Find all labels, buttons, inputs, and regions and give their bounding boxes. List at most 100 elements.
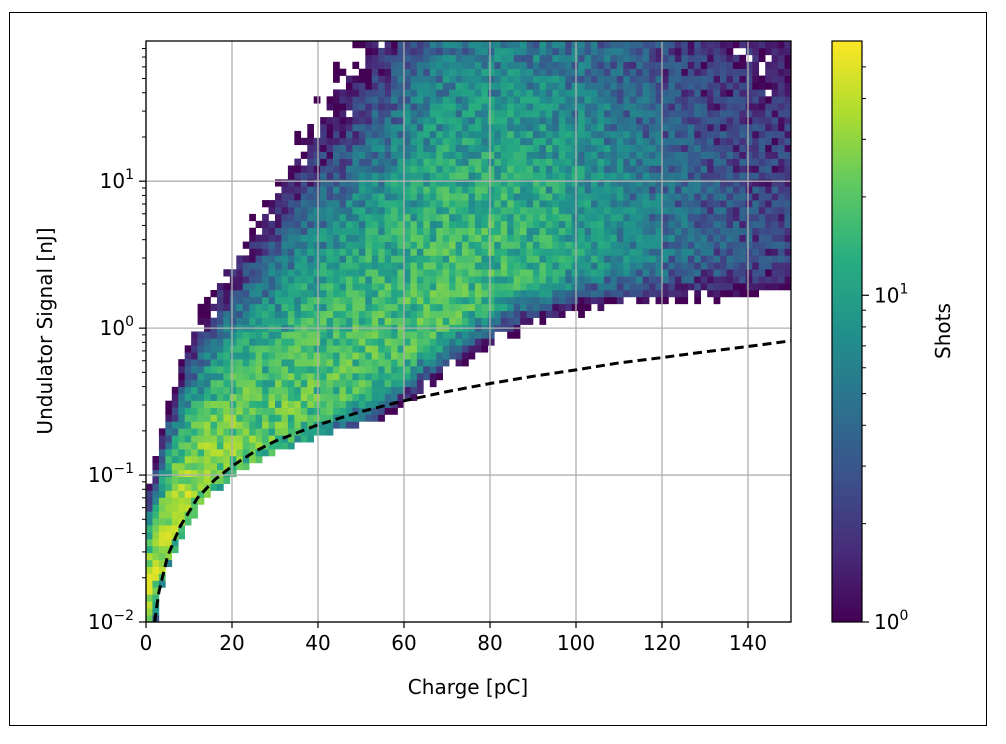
heatmap-cell: [726, 47, 734, 56]
heatmap-cell: [487, 124, 495, 132]
heatmap-cell: [287, 331, 295, 339]
heatmap-cell: [707, 75, 714, 83]
heatmap-cell: [171, 490, 179, 498]
heatmap-cell: [558, 117, 566, 125]
heatmap-cell: [287, 414, 295, 422]
heatmap-cell: [371, 89, 379, 97]
heatmap-cell: [171, 393, 179, 401]
heatmap-cell: [358, 276, 366, 284]
heatmap-cell: [758, 151, 766, 159]
heatmap-cell: [404, 234, 411, 242]
heatmap-cell: [294, 345, 302, 353]
heatmap-cell: [178, 379, 185, 388]
heatmap-cell: [165, 483, 173, 491]
heatmap-cell: [726, 179, 734, 187]
heatmap-cell: [281, 241, 289, 249]
heatmap-cell: [784, 124, 791, 132]
heatmap-cell: [358, 296, 366, 305]
heatmap-cell: [307, 137, 314, 146]
heatmap-cell: [720, 234, 727, 242]
heatmap-cell: [391, 47, 398, 56]
heatmap-cell: [758, 220, 766, 229]
heatmap-cell: [262, 269, 269, 277]
heatmap-cell: [571, 68, 579, 76]
heatmap-cell: [339, 117, 347, 125]
heatmap-cell: [236, 331, 244, 339]
heatmap-cell: [146, 545, 153, 554]
heatmap-cell: [558, 41, 566, 49]
heatmap-cell: [642, 47, 650, 56]
heatmap-cell: [358, 89, 366, 97]
heatmap-cell: [745, 207, 753, 215]
heatmap-cell: [591, 124, 598, 132]
heatmap-cell: [552, 200, 560, 208]
heatmap-cell: [378, 193, 385, 201]
heatmap-cell: [255, 421, 263, 429]
heatmap-cell: [352, 110, 360, 118]
heatmap-cell: [610, 130, 618, 139]
heatmap-cell: [326, 352, 334, 360]
heatmap-cell: [720, 241, 727, 249]
heatmap-cell: [558, 220, 566, 229]
heatmap-cell: [449, 61, 456, 69]
heatmap-cell: [384, 366, 392, 374]
heatmap-cell: [365, 172, 373, 180]
heatmap-cell: [745, 255, 753, 263]
heatmap-cell: [410, 193, 418, 201]
heatmap-cell: [720, 151, 727, 159]
heatmap-cell: [236, 373, 244, 381]
heatmap-cell: [152, 587, 160, 595]
heatmap-cell: [436, 207, 443, 215]
heatmap-cell: [397, 331, 405, 339]
heatmap-cell: [758, 200, 766, 208]
heatmap-cell: [507, 110, 514, 118]
heatmap-cell: [758, 248, 766, 256]
heatmap-cell: [513, 137, 521, 146]
x-tick-label: 100: [557, 631, 595, 655]
heatmap-cell: [455, 179, 463, 187]
heatmap-cell: [481, 331, 489, 339]
heatmap-cell: [345, 317, 353, 325]
heatmap-cell: [255, 241, 263, 249]
heatmap-cell: [300, 165, 308, 173]
heatmap-cell: [752, 41, 760, 49]
heatmap-cell: [345, 151, 353, 159]
heatmap-cell: [707, 82, 714, 90]
heatmap-cell: [358, 303, 366, 312]
heatmap-cell: [591, 68, 598, 76]
heatmap-cell: [333, 331, 340, 339]
heatmap-cell: [307, 331, 314, 339]
heatmap-cell: [571, 75, 579, 83]
heatmap-cell: [674, 200, 682, 208]
heatmap-cell: [571, 61, 579, 69]
heatmap-cell: [391, 269, 398, 277]
heatmap-cell: [371, 41, 379, 49]
heatmap-cell: [481, 310, 489, 318]
heatmap-cell: [487, 234, 495, 242]
heatmap-cell: [339, 262, 347, 270]
heatmap-cell: [249, 373, 256, 381]
heatmap-cell: [655, 137, 663, 146]
heatmap-cell: [404, 310, 411, 318]
heatmap-cell: [313, 276, 321, 284]
heatmap-cell: [578, 283, 585, 291]
heatmap-cell: [352, 241, 360, 249]
heatmap-cell: [326, 283, 334, 291]
heatmap-cell: [152, 545, 160, 554]
heatmap-cell: [597, 283, 605, 291]
heatmap-cell: [358, 110, 366, 118]
heatmap-cell: [326, 269, 334, 277]
heatmap-cell: [416, 172, 424, 180]
heatmap-cell: [610, 151, 618, 159]
heatmap-cell: [732, 283, 740, 291]
heatmap-cell: [339, 220, 347, 229]
heatmap-cell: [436, 352, 443, 360]
heatmap-cell: [268, 317, 276, 325]
heatmap-cell: [597, 47, 605, 56]
heatmap-cell: [732, 165, 740, 173]
heatmap-cell: [584, 213, 592, 222]
heatmap-cell: [745, 117, 753, 125]
heatmap-cell: [307, 255, 314, 263]
heatmap-cell: [358, 144, 366, 152]
heatmap-cell: [339, 165, 347, 173]
